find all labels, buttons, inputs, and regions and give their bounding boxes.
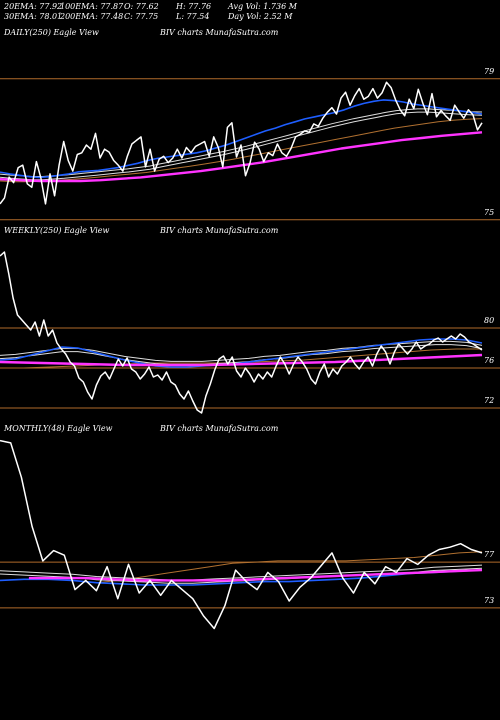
monthly-y-tick-label: 73 — [484, 595, 495, 605]
ema30-readout: 30EMA: 78.01 — [4, 12, 63, 21]
indicator-row-1: 20EMA: 77.92 100EMA: 77.87 O: 77.62 H: 7… — [4, 2, 496, 12]
avg-volume-readout: Avg Vol: 1.736 M — [228, 2, 297, 11]
weekly-panel-source: BIV charts MunafaSutra.com — [160, 226, 279, 235]
weekly-ema20-line — [0, 338, 483, 368]
monthly-panel-title: MONTHLY(48) Eagle View — [4, 424, 113, 433]
monthly-ema100-line — [96, 551, 483, 584]
low-readout: L: 77.54 — [176, 12, 210, 21]
ema100-readout: 100EMA: 77.87 — [60, 2, 124, 11]
ema20-readout: 20EMA: 77.92 — [4, 2, 63, 11]
open-readout: O: 77.62 — [124, 2, 159, 11]
daily-price-line — [0, 81, 483, 205]
weekly-y-tick-label: 80 — [484, 316, 495, 325]
day-volume-readout: Day Vol: 2.52 M — [228, 12, 293, 21]
monthly-panel-source: BIV charts MunafaSutra.com — [160, 424, 279, 433]
daily-ema100-line — [0, 118, 483, 183]
high-readout: H: 77.76 — [176, 2, 212, 11]
weekly-y-tick-label: 76 — [484, 356, 495, 365]
monthly-ema30-line-0 — [0, 564, 483, 581]
weekly-ema200-line — [0, 353, 483, 367]
indicator-row-2: 30EMA: 78.01 200EMA: 77.48 C: 77.75 L: 7… — [4, 12, 496, 22]
weekly-panel-title: WEEKLY(250) Eagle View — [4, 226, 110, 235]
daily-ema30-line-1 — [0, 111, 483, 181]
monthly-ema200-line — [28, 568, 483, 582]
daily-ema20-line — [0, 99, 483, 179]
daily-panel-source: BIV charts MunafaSutra.com — [160, 28, 279, 37]
daily-ema200-line — [0, 131, 483, 183]
ema200-readout: 200EMA: 77.48 — [60, 12, 124, 21]
monthly-price-line — [0, 439, 483, 630]
close-readout: C: 77.75 — [124, 12, 159, 21]
monthly-y-tick-label: 77 — [484, 550, 495, 560]
daily-y-tick-label: 75 — [484, 207, 495, 217]
weekly-price-line — [0, 251, 483, 414]
daily-panel-title: DAILY(250) Eagle View — [4, 28, 99, 37]
indicator-header: 20EMA: 77.92 100EMA: 77.87 O: 77.62 H: 7… — [4, 2, 496, 22]
daily-y-tick-label: 79 — [484, 66, 495, 76]
weekly-y-tick-label: 72 — [484, 396, 495, 405]
